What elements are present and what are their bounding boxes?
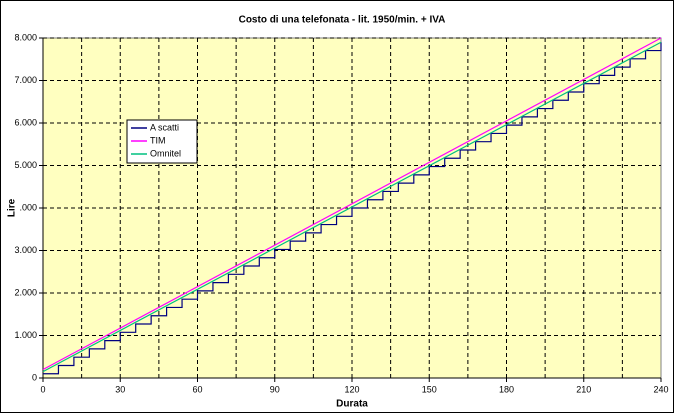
legend-label: Omnitel bbox=[150, 148, 181, 158]
legend-label: TIM bbox=[150, 135, 166, 145]
x-tick-label: 180 bbox=[499, 384, 514, 394]
x-tick-label: 150 bbox=[422, 384, 437, 394]
x-tick-label: 210 bbox=[576, 384, 591, 394]
series-line bbox=[42, 37, 662, 371]
y-tick-label: 3.000 bbox=[14, 245, 37, 255]
x-tick-label: 30 bbox=[115, 384, 125, 394]
y-tick-label: 0 bbox=[32, 372, 37, 382]
y-tick-label: .000 bbox=[19, 202, 37, 212]
x-tick-label: 60 bbox=[192, 384, 202, 394]
y-tick-label: 2.000 bbox=[14, 287, 37, 297]
x-tick-label: 240 bbox=[653, 384, 668, 394]
y-tick-label: 8.000 bbox=[14, 32, 37, 42]
y-tick-label: 5.000 bbox=[14, 160, 37, 170]
y-tick-label: 7.000 bbox=[14, 75, 37, 85]
series-line bbox=[42, 41, 662, 373]
x-tick-label: 0 bbox=[40, 384, 45, 394]
x-tick-label: 90 bbox=[270, 384, 280, 394]
series-line bbox=[43, 42, 662, 375]
chart-title: Costo di una telefonata - lit. 1950/min.… bbox=[239, 15, 446, 26]
x-tick-label: 120 bbox=[344, 384, 359, 394]
legend-label: A scatti bbox=[150, 122, 179, 132]
y-tick-label: 1.000 bbox=[14, 330, 37, 340]
x-axis-label: Durata bbox=[336, 399, 368, 410]
y-tick-label: 6.000 bbox=[14, 117, 37, 127]
y-axis-label: Lire bbox=[7, 198, 18, 217]
